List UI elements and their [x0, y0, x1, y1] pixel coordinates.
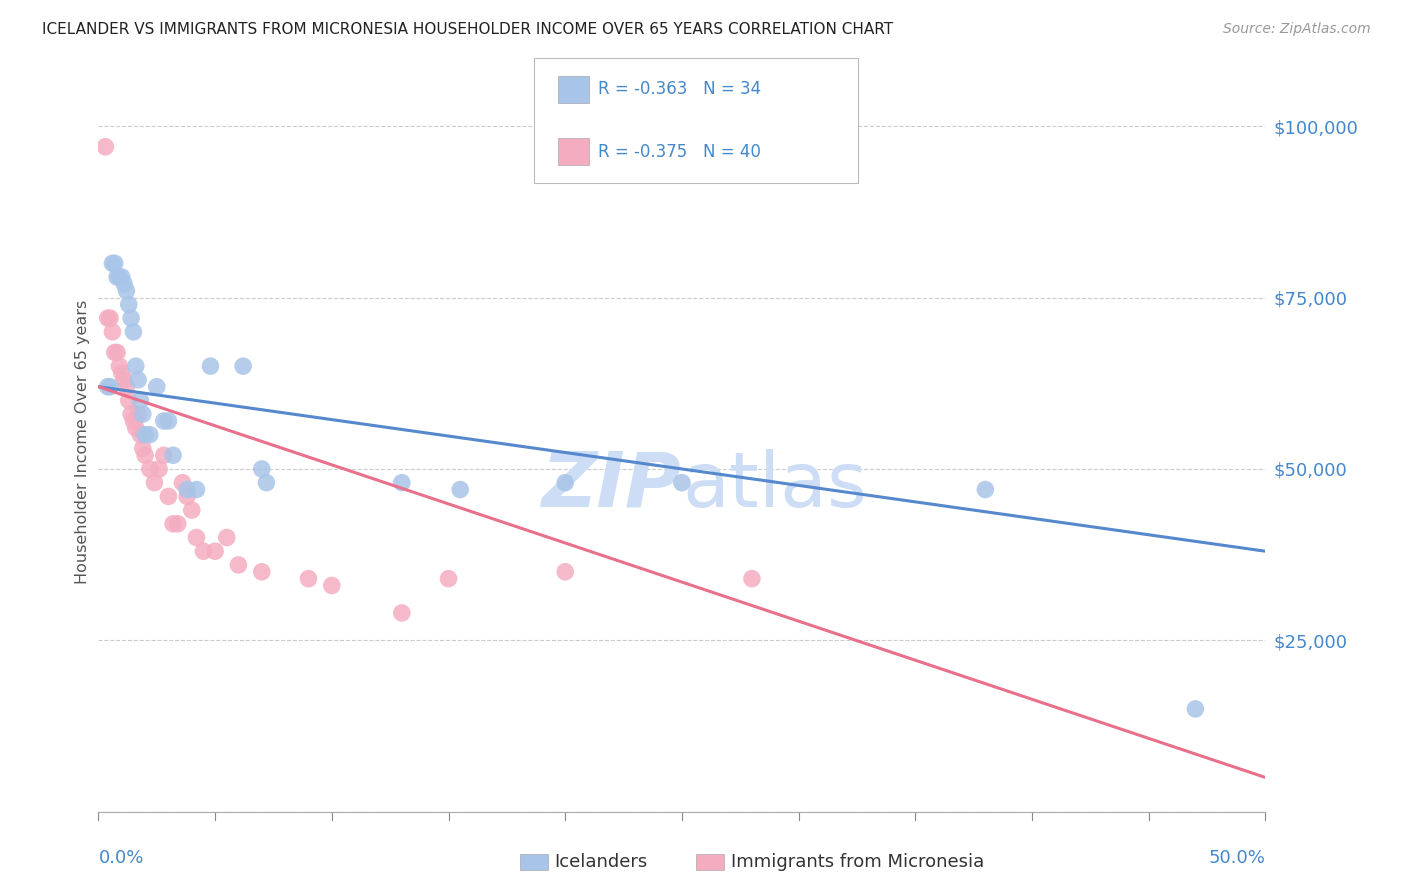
- Point: [129, 427, 152, 442]
- Point: [391, 606, 413, 620]
- Point: [139, 427, 162, 442]
- Point: [297, 572, 319, 586]
- Point: [437, 572, 460, 586]
- Text: ZIP: ZIP: [543, 449, 682, 523]
- Text: ICELANDER VS IMMIGRANTS FROM MICRONESIA HOUSEHOLDER INCOME OVER 65 YEARS CORRELA: ICELANDER VS IMMIGRANTS FROM MICRONESIA …: [42, 22, 893, 37]
- Point: [152, 448, 174, 462]
- Point: [176, 489, 198, 503]
- Point: [449, 483, 471, 497]
- Point: [157, 489, 180, 503]
- Point: [186, 483, 208, 497]
- Point: [139, 462, 162, 476]
- Point: [118, 297, 141, 311]
- Text: atlas: atlas: [682, 449, 866, 523]
- Point: [741, 572, 763, 586]
- Text: Immigrants from Micronesia: Immigrants from Micronesia: [731, 853, 984, 871]
- Point: [98, 311, 121, 326]
- Point: [108, 270, 131, 285]
- Point: [250, 565, 273, 579]
- Point: [146, 380, 169, 394]
- Point: [118, 393, 141, 408]
- Text: Source: ZipAtlas.com: Source: ZipAtlas.com: [1223, 22, 1371, 37]
- Text: R = -0.375   N = 40: R = -0.375 N = 40: [598, 143, 761, 161]
- Point: [97, 311, 120, 326]
- Point: [176, 483, 198, 497]
- Point: [101, 325, 124, 339]
- Point: [148, 462, 170, 476]
- Point: [671, 475, 693, 490]
- Point: [134, 448, 156, 462]
- Point: [256, 475, 278, 490]
- Text: Icelanders: Icelanders: [554, 853, 647, 871]
- Point: [157, 414, 180, 428]
- Point: [250, 462, 273, 476]
- Point: [204, 544, 226, 558]
- Point: [111, 270, 134, 285]
- Point: [105, 345, 128, 359]
- Text: R = -0.363   N = 34: R = -0.363 N = 34: [598, 80, 761, 98]
- Point: [94, 140, 117, 154]
- Point: [105, 270, 128, 285]
- Point: [152, 414, 174, 428]
- Point: [125, 359, 148, 373]
- Point: [112, 373, 135, 387]
- Point: [228, 558, 250, 572]
- Point: [127, 407, 149, 421]
- Point: [108, 359, 131, 373]
- Point: [554, 475, 576, 490]
- Point: [129, 393, 152, 408]
- Point: [122, 325, 145, 339]
- Point: [115, 284, 138, 298]
- Point: [232, 359, 254, 373]
- Point: [193, 544, 215, 558]
- Point: [180, 503, 202, 517]
- Point: [215, 531, 238, 545]
- Point: [98, 380, 121, 394]
- Point: [143, 475, 166, 490]
- Y-axis label: Householder Income Over 65 years: Householder Income Over 65 years: [75, 300, 90, 583]
- Point: [391, 475, 413, 490]
- Point: [132, 407, 155, 421]
- Text: 50.0%: 50.0%: [1209, 849, 1265, 867]
- Point: [112, 277, 135, 291]
- Point: [120, 407, 142, 421]
- Point: [200, 359, 222, 373]
- Point: [162, 516, 184, 531]
- Point: [97, 380, 120, 394]
- Point: [120, 311, 142, 326]
- Point: [162, 448, 184, 462]
- Point: [1184, 702, 1206, 716]
- Point: [554, 565, 576, 579]
- Point: [974, 483, 997, 497]
- Point: [166, 516, 188, 531]
- Point: [122, 414, 145, 428]
- Text: 0.0%: 0.0%: [98, 849, 143, 867]
- Point: [134, 427, 156, 442]
- Point: [104, 256, 127, 270]
- Point: [127, 373, 149, 387]
- Point: [321, 578, 343, 592]
- Point: [104, 345, 127, 359]
- Point: [172, 475, 194, 490]
- Point: [125, 421, 148, 435]
- Point: [111, 366, 134, 380]
- Point: [115, 380, 138, 394]
- Point: [132, 442, 155, 456]
- Point: [186, 531, 208, 545]
- Point: [101, 256, 124, 270]
